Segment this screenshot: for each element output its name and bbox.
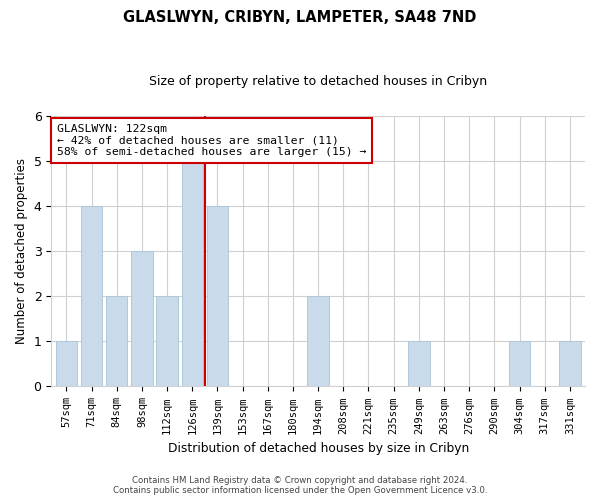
- Title: Size of property relative to detached houses in Cribyn: Size of property relative to detached ho…: [149, 75, 487, 88]
- Bar: [157, 296, 178, 386]
- Text: GLASLWYN, CRIBYN, LAMPETER, SA48 7ND: GLASLWYN, CRIBYN, LAMPETER, SA48 7ND: [124, 10, 476, 25]
- Bar: [56, 342, 77, 386]
- Text: Contains HM Land Registry data © Crown copyright and database right 2024.
Contai: Contains HM Land Registry data © Crown c…: [113, 476, 487, 495]
- Bar: [509, 342, 530, 386]
- Bar: [207, 206, 228, 386]
- Bar: [408, 342, 430, 386]
- X-axis label: Distribution of detached houses by size in Cribyn: Distribution of detached houses by size …: [167, 442, 469, 455]
- Bar: [307, 296, 329, 386]
- Bar: [559, 342, 581, 386]
- Bar: [182, 160, 203, 386]
- Bar: [81, 206, 102, 386]
- Text: GLASLWYN: 122sqm
← 42% of detached houses are smaller (11)
58% of semi-detached : GLASLWYN: 122sqm ← 42% of detached house…: [56, 124, 366, 157]
- Bar: [106, 296, 127, 386]
- Bar: [131, 251, 152, 386]
- Y-axis label: Number of detached properties: Number of detached properties: [15, 158, 28, 344]
